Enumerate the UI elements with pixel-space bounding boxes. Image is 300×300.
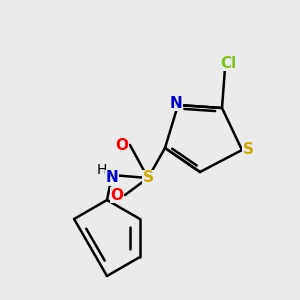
Text: H: H (97, 163, 107, 177)
Text: O: O (110, 188, 124, 202)
Text: Cl: Cl (220, 56, 236, 70)
Text: N: N (169, 95, 182, 110)
Text: N: N (106, 170, 118, 185)
Text: S: S (242, 142, 253, 158)
Text: S: S (142, 170, 154, 185)
Text: O: O (116, 137, 128, 152)
